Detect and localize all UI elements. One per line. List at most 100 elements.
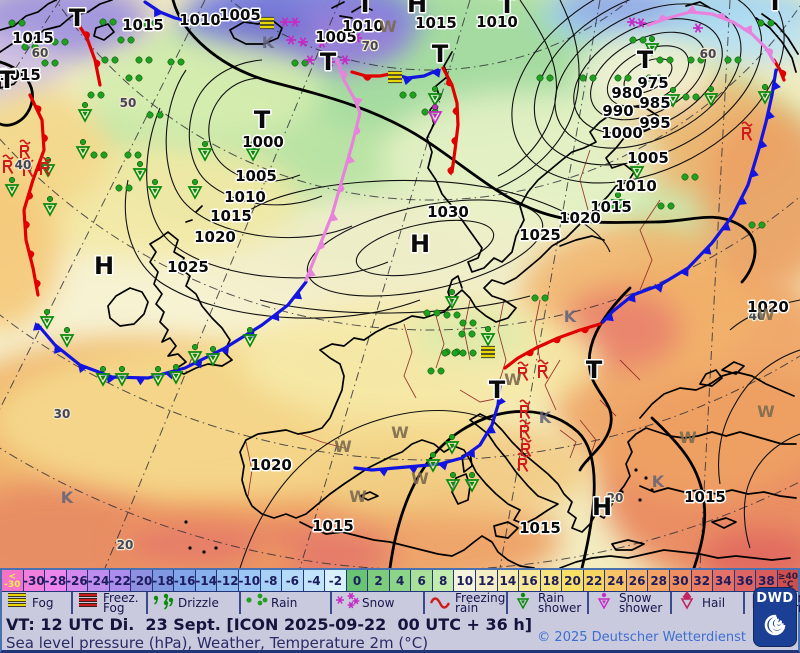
- pressure-label: 985: [639, 94, 670, 112]
- dwd-logo-text: DWD: [756, 591, 794, 606]
- thunderstorm-symbol: [519, 399, 531, 420]
- rain-shower-symbol: [197, 140, 213, 162]
- rain-shower-symbol: [77, 101, 93, 123]
- rain-shower-symbol: [59, 326, 75, 348]
- airmass-label: K: [61, 488, 74, 507]
- freezing-fog-icon: [76, 591, 102, 615]
- scale-cell: 12: [476, 570, 498, 591]
- weather-symbols: [2, 16, 775, 493]
- snow-symbol: [693, 23, 703, 33]
- thunderstorm-symbol: [2, 154, 14, 175]
- latitude-label: 50: [120, 96, 137, 110]
- legend-label: Drizzle: [178, 596, 219, 610]
- rain-shower-symbol: [187, 178, 203, 200]
- legend-label: Freezing rain: [455, 591, 506, 615]
- rain-symbol: [579, 74, 597, 82]
- pressure-label: 1015: [684, 488, 726, 506]
- pressure-label: 1025: [167, 258, 209, 276]
- rain-symbol: [441, 349, 459, 357]
- scale-cell: -6: [282, 570, 304, 591]
- rain-shower-symbol: [114, 365, 130, 387]
- rain-shower-symbol: [703, 85, 719, 107]
- pressure-label: 1020: [194, 228, 236, 246]
- scale-cell: 34: [713, 570, 735, 591]
- rain-symbol: [51, 38, 69, 46]
- rain-icon: [244, 591, 270, 615]
- legend-label: Fog: [32, 596, 54, 610]
- scale-cell: -28: [45, 570, 67, 591]
- rain-symbol: [459, 319, 477, 327]
- pressure-label: 1005: [235, 167, 277, 185]
- rain-shower-symbol: [427, 85, 443, 107]
- rain-symbol: [681, 173, 699, 181]
- thunderstorm-symbol: [537, 359, 549, 380]
- pressure-label: 1005: [315, 28, 357, 46]
- pressure-label: 1025: [519, 226, 561, 244]
- scale-cell: -2: [325, 570, 347, 591]
- map-area: 70 60 60 50 40 40 30 20 20 1015 1015 1015 1010 1005 10…: [0, 0, 800, 568]
- airmass-label: K: [539, 408, 552, 427]
- low-center-label: T: [767, 0, 784, 16]
- scale-cell: 10: [454, 570, 477, 591]
- scale-cell: -10: [239, 570, 261, 591]
- rain-symbol: [629, 36, 647, 44]
- rain-symbol: [657, 202, 675, 210]
- bottom-panel: < -30 -30 -28 -26 -24 -22 -20 -18 -16 -14 -12 -10 -8-…: [0, 568, 800, 653]
- scale-cell: -4: [303, 570, 326, 591]
- scale-cell: 32: [691, 570, 714, 591]
- legend-label: Rain shower: [538, 591, 582, 615]
- high-center-label: H: [410, 230, 430, 258]
- airmass-label: W: [504, 370, 522, 389]
- snow-symbol: [286, 35, 296, 45]
- low-center-label: T: [499, 0, 516, 19]
- thunderstorm-symbol: [517, 361, 529, 382]
- rain-symbol: [117, 36, 135, 44]
- rain-symbol: [687, 56, 705, 64]
- scale-cell-min: < -30: [2, 570, 24, 591]
- airmass-label: W: [391, 423, 409, 442]
- rain-symbol: [656, 56, 674, 64]
- snow-symbol: [636, 18, 646, 28]
- thunderstorm-symbol: [22, 157, 34, 178]
- airmass-label: W: [334, 437, 352, 456]
- legend-item-snow-shower: Snow shower: [589, 592, 672, 614]
- legend-label: Freez. Fog: [103, 591, 139, 615]
- map-subtitle: Sea level pressure (hPa), Weather, Tempe…: [6, 634, 429, 652]
- pressure-label: 1015: [0, 66, 41, 84]
- rain-shower-symbol: [95, 365, 111, 387]
- thunderstorm-symbol: [39, 156, 51, 177]
- rain-shower-symbol: [464, 471, 480, 493]
- rain-symbol: [115, 184, 133, 192]
- airmass-label: W: [679, 428, 697, 447]
- snow-icon: [335, 591, 361, 615]
- rain-shower-symbol: [480, 325, 496, 347]
- pressure-label: 1010: [342, 17, 384, 35]
- pressure-label: 1015: [519, 519, 561, 537]
- rain-symbol: [757, 19, 775, 27]
- latitude-label: 20: [607, 491, 624, 505]
- low-center-label: T: [69, 4, 86, 32]
- rain-shower-symbol: [425, 451, 441, 473]
- high-center-label: H: [94, 252, 114, 280]
- pressure-label: 990: [602, 102, 633, 120]
- latitude-label: 70: [362, 39, 379, 53]
- airmass-label: W: [349, 487, 367, 506]
- rain-symbol: [748, 221, 766, 229]
- rain-shower-symbol: [42, 195, 58, 217]
- pressure-label: 1015: [12, 29, 54, 47]
- rain-symbol: [443, 311, 461, 319]
- rain-shower-symbol: [75, 138, 91, 160]
- scale-cell: -18: [152, 570, 175, 591]
- pressure-label: 1010: [224, 188, 266, 206]
- rain-symbol: [459, 349, 477, 357]
- scale-cell: 8: [432, 570, 455, 591]
- rain-shower-symbol: [444, 433, 460, 455]
- airmass-label: K: [262, 33, 275, 52]
- scale-cell: 2: [368, 570, 390, 591]
- drizzle-icon: [151, 591, 177, 615]
- legend-label: Snow: [362, 596, 395, 610]
- legend-item-freezing-fog: Freez. Fog: [73, 592, 148, 614]
- rain-symbol: [423, 309, 441, 317]
